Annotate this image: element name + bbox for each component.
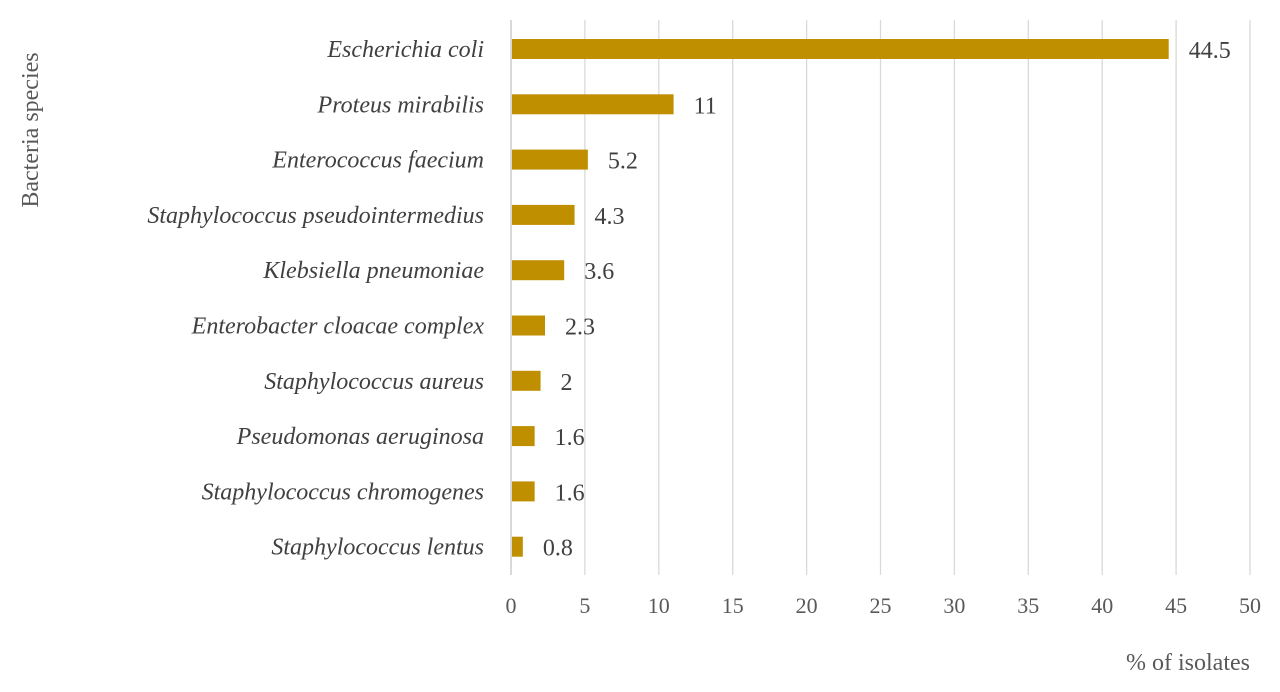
x-tick-label: 40 xyxy=(1091,593,1113,618)
bar xyxy=(512,94,674,115)
data-label: 11 xyxy=(694,93,717,119)
data-label: 1.6 xyxy=(555,480,585,506)
x-tick-labels: 0 5 10 15 20 25 30 35 40 45 50 xyxy=(506,593,1262,618)
y-axis-label: Bacteria species xyxy=(18,52,44,207)
data-label: 0.8 xyxy=(543,536,573,562)
category-label: Enterococcus faecium xyxy=(271,148,484,174)
bar xyxy=(512,149,588,170)
bars xyxy=(512,39,1169,557)
category-label: Staphylococcus aureus xyxy=(264,369,484,395)
bar xyxy=(512,536,523,557)
x-axis-label: % of isolates xyxy=(1126,650,1250,676)
category-label: Staphylococcus pseudointermedius xyxy=(147,203,484,229)
x-tick-label: 35 xyxy=(1017,593,1039,618)
category-label: Staphylococcus chromogenes xyxy=(202,479,484,505)
category-label: Klebsiella pneumoniae xyxy=(262,258,484,284)
category-label: Escherichia coli xyxy=(326,37,484,63)
x-tick-label: 0 xyxy=(506,593,517,618)
category-label: Enterobacter cloacae complex xyxy=(191,314,485,340)
category-labels: Escherichia coli Proteus mirabilis Enteroc… xyxy=(147,37,484,561)
data-label: 3.6 xyxy=(584,259,614,285)
x-tick-label: 15 xyxy=(722,593,744,618)
category-label: Staphylococcus lentus xyxy=(271,535,484,561)
x-tick-label: 30 xyxy=(943,593,965,618)
bar xyxy=(512,260,565,281)
data-label: 2.3 xyxy=(565,315,595,341)
bar xyxy=(512,39,1169,59)
bar xyxy=(512,370,541,391)
data-label: 4.3 xyxy=(595,204,625,230)
data-label: 5.2 xyxy=(608,149,638,175)
data-labels: 44.5 11 5.2 4.3 3.6 2.3 2 1.6 1.6 0.8 xyxy=(543,38,1231,562)
bar xyxy=(512,426,535,447)
category-label: Pseudomonas aeruginosa xyxy=(236,424,484,450)
x-tick-label: 5 xyxy=(579,593,590,618)
data-label: 44.5 xyxy=(1189,38,1231,64)
x-tick-label: 25 xyxy=(870,593,892,618)
bar xyxy=(512,481,535,502)
bar xyxy=(512,204,575,225)
x-tick-label: 10 xyxy=(648,593,670,618)
x-tick-label: 20 xyxy=(796,593,818,618)
data-label: 1.6 xyxy=(555,425,585,451)
x-tick-label: 50 xyxy=(1239,593,1261,618)
category-label: Proteus mirabilis xyxy=(317,92,484,118)
bar xyxy=(512,315,545,336)
data-label: 2 xyxy=(561,370,573,396)
x-tick-label: 45 xyxy=(1165,593,1187,618)
